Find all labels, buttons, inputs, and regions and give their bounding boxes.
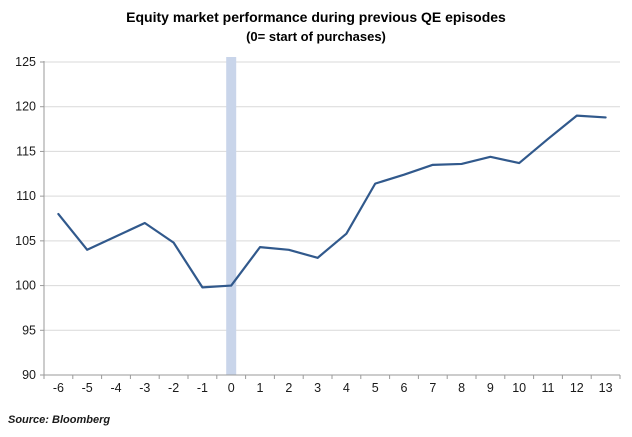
chart-subtitle: (0= start of purchases) (246, 29, 386, 44)
x-tick-label: -1 (197, 381, 208, 395)
x-tick-label: 8 (458, 381, 465, 395)
y-tick-label: 95 (22, 323, 36, 337)
x-tick-label: 7 (429, 381, 436, 395)
source-note: Source: Bloomberg (8, 414, 111, 426)
qe-start-band (226, 57, 237, 375)
x-tick-label: 2 (285, 381, 292, 395)
x-tick-label: 6 (401, 381, 408, 395)
series-line (57, 114, 607, 289)
x-tick-label: 4 (343, 381, 350, 395)
x-tick-label: 9 (487, 381, 494, 395)
y-tick-label: 110 (16, 189, 36, 203)
y-tick-label: 125 (15, 55, 36, 69)
x-tick-label: 12 (570, 381, 584, 395)
y-tick-label: 90 (22, 368, 36, 382)
chart-title: Equity market performance during previou… (126, 9, 506, 25)
x-tick-label: -4 (110, 381, 121, 395)
x-tick-label: 0 (228, 381, 235, 395)
x-tick-label: -2 (168, 381, 179, 395)
x-tick-label: 13 (599, 381, 613, 395)
x-tick-label: 3 (314, 381, 321, 395)
x-tick-label: 5 (372, 381, 379, 395)
x-tick-label: -6 (53, 381, 64, 395)
y-tick-label: 115 (16, 144, 36, 158)
x-tick-label: 1 (257, 381, 264, 395)
x-tick-label: 11 (542, 381, 555, 395)
y-tick-label: 100 (15, 279, 36, 293)
x-tick-label: -5 (82, 381, 93, 395)
y-tick-label: 120 (15, 100, 36, 114)
y-tick-label: 105 (15, 234, 36, 248)
x-tick-label: -3 (139, 381, 150, 395)
x-tick-label: 10 (512, 381, 526, 395)
